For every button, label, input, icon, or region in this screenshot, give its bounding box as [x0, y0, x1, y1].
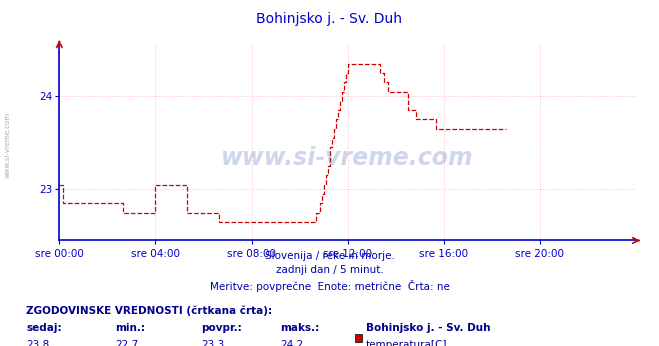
Text: ZGODOVINSKE VREDNOSTI (črtkana črta):: ZGODOVINSKE VREDNOSTI (črtkana črta):	[26, 305, 272, 316]
Text: Slovenija / reke in morje.: Slovenija / reke in morje.	[264, 251, 395, 261]
Text: Meritve: povprečne  Enote: metrične  Črta: ne: Meritve: povprečne Enote: metrične Črta:…	[210, 280, 449, 292]
Text: maks.:: maks.:	[280, 323, 320, 333]
Text: min.:: min.:	[115, 323, 146, 333]
Text: zadnji dan / 5 minut.: zadnji dan / 5 minut.	[275, 265, 384, 275]
Text: temperatura[C]: temperatura[C]	[366, 340, 447, 346]
Text: 23,3: 23,3	[201, 340, 224, 346]
Text: www.si-vreme.com: www.si-vreme.com	[221, 146, 474, 170]
Text: Bohinjsko j. - Sv. Duh: Bohinjsko j. - Sv. Duh	[256, 12, 403, 26]
Text: 24,2: 24,2	[280, 340, 303, 346]
Text: sedaj:: sedaj:	[26, 323, 62, 333]
Text: www.si-vreme.com: www.si-vreme.com	[5, 112, 11, 179]
Text: 23,8: 23,8	[26, 340, 49, 346]
Text: povpr.:: povpr.:	[201, 323, 242, 333]
Text: 22,7: 22,7	[115, 340, 138, 346]
Text: Bohinjsko j. - Sv. Duh: Bohinjsko j. - Sv. Duh	[366, 323, 490, 333]
